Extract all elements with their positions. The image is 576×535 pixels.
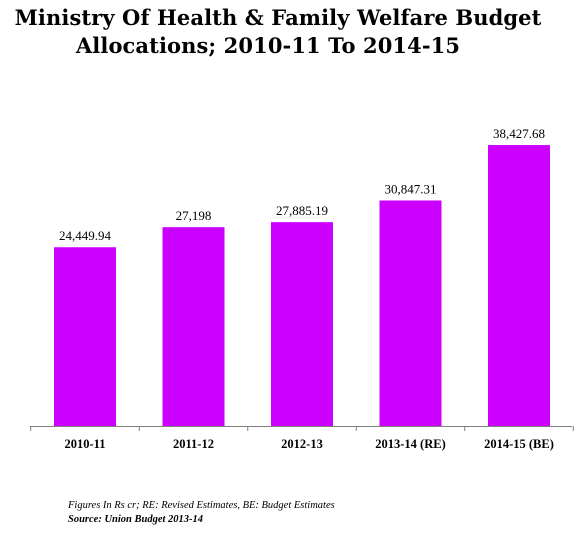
bar-2014-15-be (488, 145, 550, 426)
value-label: 30,847.31 (385, 181, 437, 196)
value-label: 27,198 (176, 208, 212, 223)
bar-2012-13 (271, 222, 333, 426)
x-ticks-group (30, 426, 574, 431)
bars-group (54, 145, 550, 426)
value-labels-group: 24,449.94 27,198 27,885.19 30,847.31 38,427.… (59, 126, 545, 243)
chart-notes: Figures In Rs cr; RE: Revised Estimates,… (68, 500, 335, 511)
chart-source: Source: Union Budget 2013-14 (68, 514, 204, 525)
chart-title-line-1: Ministry Of Health & Family Welfare Budg… (14, 5, 542, 30)
x-tick-label: 2013-14 (RE) (375, 437, 445, 451)
bar-2013-14-re (379, 200, 442, 426)
x-tick-label: 2014-15 (BE) (484, 437, 554, 451)
x-tick-label: 2012-13 (281, 437, 323, 451)
x-tick-label: 2010-11 (65, 437, 106, 451)
chart-title-line-2: Allocations; 2010-11 To 2014-15 (75, 33, 461, 58)
value-label: 27,885.19 (276, 203, 328, 218)
value-label: 38,427.68 (493, 126, 545, 141)
x-tick-label: 2011-12 (173, 437, 214, 451)
value-label: 24,449.94 (59, 228, 112, 243)
bar-2011-12 (162, 227, 225, 426)
chart-title: Ministry Of Health & Family Welfare Budg… (0, 4, 576, 60)
x-tick-labels-group: 2010-11 2011-12 2012-13 2013-14 (RE) 2014-15… (65, 437, 554, 451)
bar-2010-11 (54, 247, 116, 426)
